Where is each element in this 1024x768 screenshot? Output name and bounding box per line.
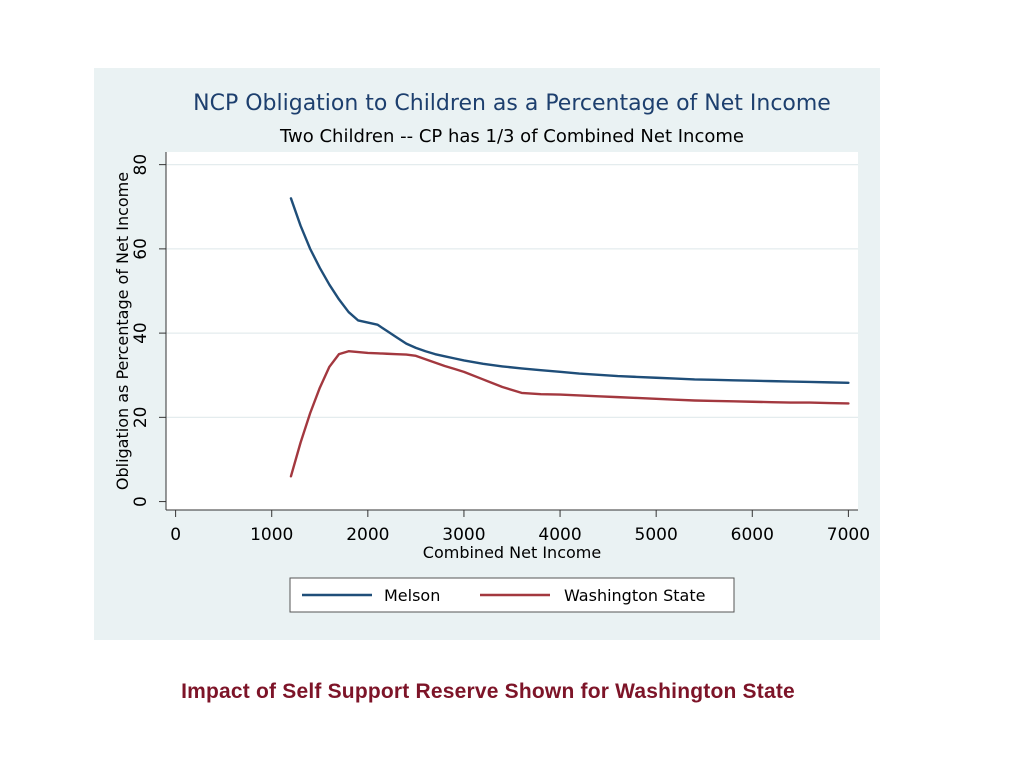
x-tick-label-0: 0	[170, 525, 181, 545]
chart-panel: NCP Obligation to Children as a Percenta…	[94, 68, 880, 640]
series-line-washington-state	[289, 350, 850, 478]
chart-subtitle: Two Children -- CP has 1/3 of Combined N…	[279, 126, 744, 147]
plot-area	[166, 152, 858, 510]
x-tick-label-7000: 7000	[827, 525, 870, 545]
x-tick-label-4000: 4000	[538, 525, 581, 545]
x-tick-label-1000: 1000	[250, 525, 293, 545]
y-tick-label-80: 80	[131, 154, 151, 176]
legend-label-melson: Melson	[384, 586, 440, 605]
y-axis-label: Obligation as Percentage of Net Income	[113, 172, 132, 490]
legend: Melson Washington State	[289, 577, 735, 613]
line-chart: NCP Obligation to Children as a Percenta…	[113, 91, 870, 613]
axes: 0 1000 2000 3000 4000 5000 6000 7000 0 20 40 60 80	[131, 152, 870, 545]
x-tick-label-6000: 6000	[731, 525, 774, 545]
grid-lines	[166, 164, 858, 418]
y-tick-label-60: 60	[131, 238, 151, 260]
slide-caption: Impact of Self Support Reserve Shown for…	[181, 680, 795, 703]
y-tick-label-0: 0	[131, 496, 151, 507]
y-tick-label-20: 20	[131, 407, 151, 429]
series-line-melson	[289, 197, 850, 384]
x-tick-label-5000: 5000	[635, 525, 678, 545]
series-lines	[289, 197, 850, 478]
x-axis-label: Combined Net Income	[423, 543, 601, 562]
x-tick-label-3000: 3000	[442, 525, 485, 545]
x-tick-label-2000: 2000	[346, 525, 389, 545]
y-tick-label-40: 40	[131, 322, 151, 344]
legend-label-washington-state: Washington State	[564, 586, 705, 605]
chart-title: NCP Obligation to Children as a Percenta…	[193, 91, 831, 116]
